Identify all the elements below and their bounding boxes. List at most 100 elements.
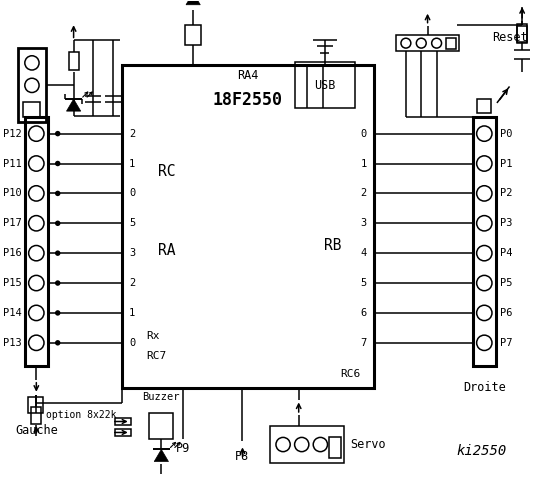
Bar — [28, 397, 44, 413]
Text: Rx: Rx — [147, 331, 160, 341]
Text: 2: 2 — [129, 129, 135, 139]
Circle shape — [55, 191, 60, 196]
Text: P11: P11 — [3, 158, 22, 168]
Bar — [23, 102, 40, 117]
Text: P5: P5 — [500, 278, 513, 288]
Text: RB: RB — [324, 238, 341, 253]
Text: RC6: RC6 — [340, 369, 361, 379]
Circle shape — [432, 38, 441, 48]
Text: 2: 2 — [129, 278, 135, 288]
Text: P17: P17 — [3, 218, 22, 228]
Circle shape — [477, 126, 492, 141]
Circle shape — [29, 245, 44, 261]
Text: 6: 6 — [361, 308, 367, 318]
Circle shape — [29, 335, 44, 350]
Polygon shape — [66, 99, 81, 111]
Text: P14: P14 — [3, 308, 22, 318]
Circle shape — [55, 340, 60, 346]
Text: P8: P8 — [236, 450, 249, 463]
Text: 5: 5 — [129, 218, 135, 228]
Text: RC: RC — [158, 164, 175, 179]
Bar — [396, 36, 459, 51]
Bar — [270, 426, 344, 463]
Text: 1: 1 — [361, 158, 367, 168]
Text: Servo: Servo — [351, 438, 386, 451]
Circle shape — [477, 276, 492, 291]
Circle shape — [401, 38, 411, 48]
Text: Reset: Reset — [492, 31, 528, 44]
Polygon shape — [186, 0, 200, 5]
Bar — [477, 99, 492, 113]
Circle shape — [477, 335, 492, 350]
Text: 4: 4 — [361, 248, 367, 258]
Circle shape — [313, 437, 327, 452]
Text: RC7: RC7 — [147, 351, 167, 361]
Circle shape — [29, 126, 44, 141]
Circle shape — [55, 280, 60, 286]
Circle shape — [477, 245, 492, 261]
Text: P1: P1 — [500, 158, 513, 168]
Text: 18F2550: 18F2550 — [213, 91, 283, 109]
Bar — [32, 407, 41, 424]
Circle shape — [25, 78, 39, 93]
Circle shape — [55, 251, 60, 256]
Circle shape — [416, 38, 426, 48]
Bar — [18, 48, 46, 122]
Text: P10: P10 — [3, 188, 22, 198]
Bar — [446, 37, 456, 48]
Text: USB: USB — [314, 79, 336, 92]
Bar — [115, 429, 131, 436]
Text: P13: P13 — [3, 338, 22, 348]
Circle shape — [276, 437, 290, 452]
Circle shape — [477, 186, 492, 201]
Text: P12: P12 — [3, 129, 22, 139]
Circle shape — [55, 310, 60, 316]
Text: 3: 3 — [129, 248, 135, 258]
Circle shape — [477, 216, 492, 231]
Bar — [149, 413, 174, 439]
Text: 7: 7 — [361, 338, 367, 348]
Circle shape — [477, 156, 492, 171]
Circle shape — [55, 161, 60, 166]
Circle shape — [29, 276, 44, 291]
Bar — [517, 25, 527, 43]
Text: P16: P16 — [3, 248, 22, 258]
Bar — [122, 64, 374, 388]
Circle shape — [29, 156, 44, 171]
Text: P7: P7 — [500, 338, 513, 348]
Circle shape — [55, 220, 60, 226]
Text: 3: 3 — [361, 218, 367, 228]
Text: 5: 5 — [361, 278, 367, 288]
Polygon shape — [154, 449, 169, 462]
Bar — [328, 437, 341, 458]
Text: 0: 0 — [361, 129, 367, 139]
Bar — [185, 24, 201, 45]
Bar — [517, 24, 527, 41]
Text: Buzzer: Buzzer — [143, 392, 180, 402]
Circle shape — [25, 56, 39, 70]
Text: P0: P0 — [500, 129, 513, 139]
Bar — [115, 418, 131, 425]
Text: P4: P4 — [500, 248, 513, 258]
Text: 2: 2 — [361, 188, 367, 198]
Circle shape — [29, 186, 44, 201]
Bar — [295, 62, 355, 108]
Circle shape — [29, 216, 44, 231]
Text: P9: P9 — [176, 442, 190, 455]
Text: ki2550: ki2550 — [456, 444, 506, 458]
Text: P15: P15 — [3, 278, 22, 288]
Bar — [25, 117, 48, 366]
Text: 1: 1 — [129, 158, 135, 168]
Text: Droite: Droite — [463, 382, 505, 395]
Circle shape — [55, 131, 60, 136]
Text: 1: 1 — [129, 308, 135, 318]
Text: option 8x22k: option 8x22k — [46, 410, 117, 420]
Circle shape — [29, 305, 44, 321]
Circle shape — [295, 437, 309, 452]
Bar — [69, 52, 79, 70]
Text: RA: RA — [158, 243, 175, 258]
Text: P2: P2 — [500, 188, 513, 198]
Text: 0: 0 — [129, 188, 135, 198]
Circle shape — [477, 305, 492, 321]
Text: Gauche: Gauche — [15, 424, 58, 437]
